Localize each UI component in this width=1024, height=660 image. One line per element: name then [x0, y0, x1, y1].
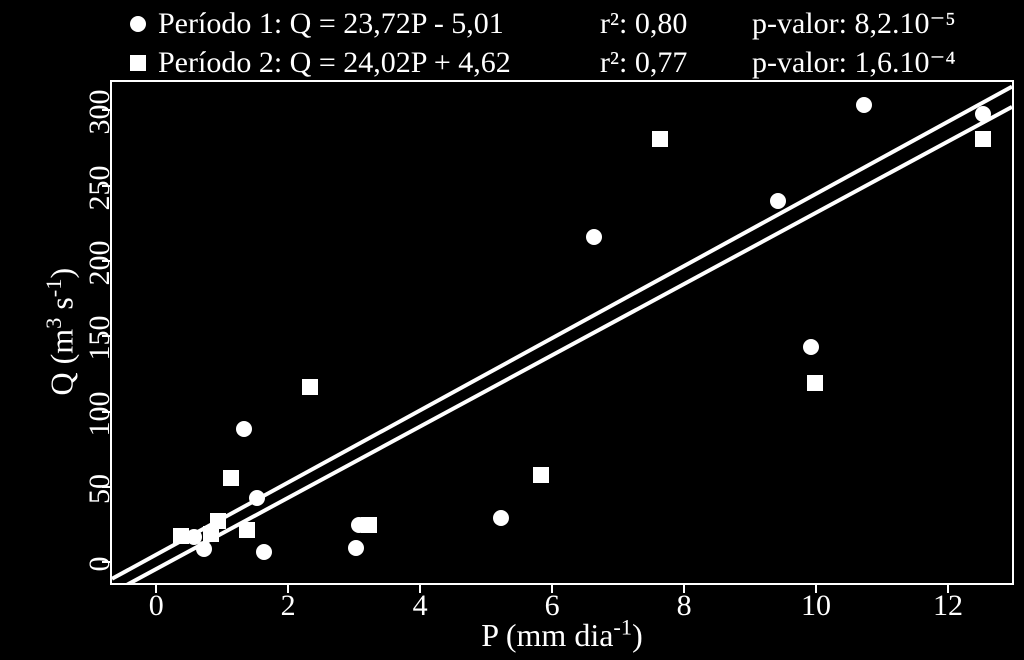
- legend-text: p-valor: 8,2.10⁻⁵: [752, 6, 1012, 41]
- x-tick-label: 12: [923, 589, 973, 623]
- marker-periodo1: [249, 490, 265, 506]
- x-tick-label: 0: [131, 589, 181, 623]
- marker-periodo1: [586, 229, 602, 245]
- y-tick-label: 250: [83, 148, 117, 228]
- marker-periodo2: [533, 467, 549, 483]
- marker-periodo1: [256, 544, 272, 560]
- x-tick-label: 4: [395, 589, 445, 623]
- plot-area: [110, 80, 1014, 585]
- marker-periodo2: [210, 513, 226, 529]
- legend-text: Período 2: Q = 24,02P + 4,62: [158, 46, 588, 80]
- marker-periodo1: [493, 510, 509, 526]
- marker-periodo1: [236, 421, 252, 437]
- y-tick-label: 200: [83, 223, 117, 303]
- marker-periodo1: [803, 339, 819, 355]
- y-tick-label: 300: [83, 72, 117, 152]
- marker-periodo2: [223, 470, 239, 486]
- marker-periodo2: [361, 517, 377, 533]
- regression-lines: [112, 82, 1012, 583]
- y-tick-label: 150: [83, 298, 117, 378]
- x-tick-label: 2: [263, 589, 313, 623]
- marker-periodo2: [652, 131, 668, 147]
- marker-periodo1: [348, 540, 364, 556]
- marker-periodo1: [975, 106, 991, 122]
- marker-periodo2: [173, 528, 189, 544]
- y-tick-label: 100: [83, 374, 117, 454]
- regression-line-periodo1: [112, 107, 1012, 583]
- legend-row: Período 2: Q = 24,02P + 4,62 r²: 0,77 p-va…: [130, 45, 1012, 80]
- y-tick-label: 50: [83, 449, 117, 529]
- marker-periodo2: [807, 375, 823, 391]
- marker-periodo1: [196, 541, 212, 557]
- legend-text: r²: 0,77: [600, 46, 740, 80]
- figure: Período 1: Q = 23,72P - 5,01 r²: 0,80 p-va…: [0, 0, 1024, 660]
- x-tick-label: 6: [527, 589, 577, 623]
- marker-periodo2: [239, 522, 255, 538]
- marker-periodo1: [770, 193, 786, 209]
- x-tick-label: 8: [659, 589, 709, 623]
- marker-periodo1: [856, 97, 872, 113]
- legend: Período 1: Q = 23,72P - 5,01 r²: 0,80 p-va…: [130, 6, 1012, 80]
- legend-marker-square-icon: [130, 55, 146, 71]
- legend-row: Período 1: Q = 23,72P - 5,01 r²: 0,80 p-va…: [130, 6, 1012, 41]
- y-axis-label-text: Q (m3 s-1): [44, 267, 80, 395]
- marker-periodo2: [302, 379, 318, 395]
- marker-periodo2: [975, 131, 991, 147]
- legend-text: Período 1: Q = 23,72P - 5,01: [158, 7, 588, 41]
- regression-line-periodo2: [112, 87, 1012, 579]
- y-axis-label: Q (m3 s-1): [44, 275, 81, 395]
- x-tick-label: 10: [791, 589, 841, 623]
- y-tick-label: 0: [83, 524, 117, 604]
- legend-text: p-valor: 1,6.10⁻⁴: [752, 45, 1012, 80]
- legend-marker-circle-icon: [130, 16, 146, 32]
- legend-text: r²: 0,80: [600, 7, 740, 41]
